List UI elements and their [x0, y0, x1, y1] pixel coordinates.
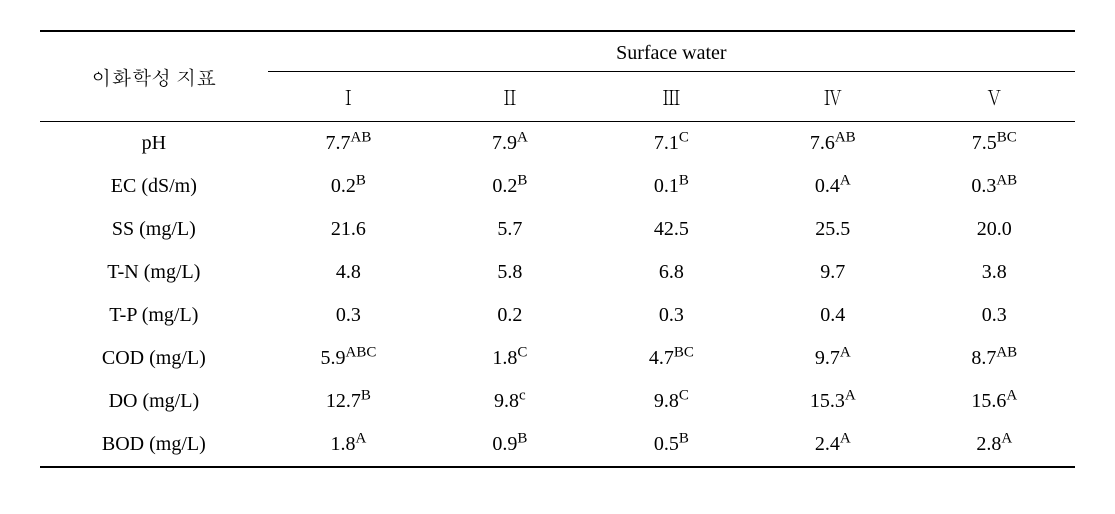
data-cell: 0.3 — [268, 294, 429, 337]
data-cell: 7.6AB — [752, 122, 913, 166]
data-cell: 9.7A — [752, 337, 913, 380]
data-cell: 5.8 — [429, 251, 590, 294]
column-header: Ⅴ — [914, 72, 1076, 122]
row-label: DO (mg/L) — [40, 380, 268, 423]
column-header: Ⅰ — [268, 72, 429, 122]
table-row: SS (mg/L)21.65.742.525.520.0 — [40, 208, 1075, 251]
row-label: T-P (mg/L) — [40, 294, 268, 337]
data-cell: 4.7BC — [591, 337, 752, 380]
data-cell: 5.9ABC — [268, 337, 429, 380]
data-cell: 1.8A — [268, 423, 429, 467]
row-label: BOD (mg/L) — [40, 423, 268, 467]
data-cell: 9.7 — [752, 251, 913, 294]
data-cell: 25.5 — [752, 208, 913, 251]
data-cell: 6.8 — [591, 251, 752, 294]
data-cell: 7.7AB — [268, 122, 429, 166]
row-label: COD (mg/L) — [40, 337, 268, 380]
row-label: SS (mg/L) — [40, 208, 268, 251]
data-cell: 0.5B — [591, 423, 752, 467]
data-cell: 20.0 — [914, 208, 1076, 251]
data-cell: 0.4A — [752, 165, 913, 208]
column-header: Ⅱ — [429, 72, 590, 122]
data-table: 이화학성 지표 Surface water ⅠⅡⅢⅣⅤ pH7.7AB7.9A7… — [40, 30, 1075, 468]
data-cell: 0.9B — [429, 423, 590, 467]
data-cell: 2.8A — [914, 423, 1076, 467]
data-cell: 9.8C — [591, 380, 752, 423]
data-cell: 5.7 — [429, 208, 590, 251]
data-cell: 3.8 — [914, 251, 1076, 294]
data-cell: 0.2 — [429, 294, 590, 337]
data-cell: 9.8c — [429, 380, 590, 423]
table-row: T-N (mg/L)4.85.86.89.73.8 — [40, 251, 1075, 294]
data-cell: 15.6A — [914, 380, 1076, 423]
row-label: pH — [40, 122, 268, 166]
data-cell: 12.7B — [268, 380, 429, 423]
data-cell: 1.8C — [429, 337, 590, 380]
column-header: Ⅲ — [591, 72, 752, 122]
row-label: T-N (mg/L) — [40, 251, 268, 294]
table-row: EC (dS/m)0.2B0.2B0.1B0.4A0.3AB — [40, 165, 1075, 208]
data-cell: 0.2B — [429, 165, 590, 208]
table-row: COD (mg/L)5.9ABC1.8C4.7BC9.7A8.7AB — [40, 337, 1075, 380]
data-cell: 2.4A — [752, 423, 913, 467]
data-cell: 0.3AB — [914, 165, 1076, 208]
table-row: T-P (mg/L)0.30.20.30.40.3 — [40, 294, 1075, 337]
data-cell: 7.9A — [429, 122, 590, 166]
table-row: DO (mg/L)12.7B9.8c9.8C15.3A15.6A — [40, 380, 1075, 423]
data-cell: 0.3 — [914, 294, 1076, 337]
corner-header: 이화학성 지표 — [40, 31, 268, 122]
spanning-header: Surface water — [268, 31, 1075, 72]
row-label: EC (dS/m) — [40, 165, 268, 208]
data-cell: 0.4 — [752, 294, 913, 337]
data-cell: 7.1C — [591, 122, 752, 166]
table-head: 이화학성 지표 Surface water ⅠⅡⅢⅣⅤ — [40, 31, 1075, 122]
data-cell: 0.1B — [591, 165, 752, 208]
data-cell: 7.5BC — [914, 122, 1076, 166]
data-cell: 21.6 — [268, 208, 429, 251]
data-cell: 0.3 — [591, 294, 752, 337]
data-cell: 8.7AB — [914, 337, 1076, 380]
table-row: pH7.7AB7.9A7.1C7.6AB7.5BC — [40, 122, 1075, 166]
table-body: pH7.7AB7.9A7.1C7.6AB7.5BCEC (dS/m)0.2B0.… — [40, 122, 1075, 468]
data-cell: 4.8 — [268, 251, 429, 294]
column-header: Ⅳ — [752, 72, 913, 122]
data-cell: 15.3A — [752, 380, 913, 423]
data-cell: 42.5 — [591, 208, 752, 251]
data-cell: 0.2B — [268, 165, 429, 208]
table-row: BOD (mg/L)1.8A0.9B0.5B2.4A2.8A — [40, 423, 1075, 467]
